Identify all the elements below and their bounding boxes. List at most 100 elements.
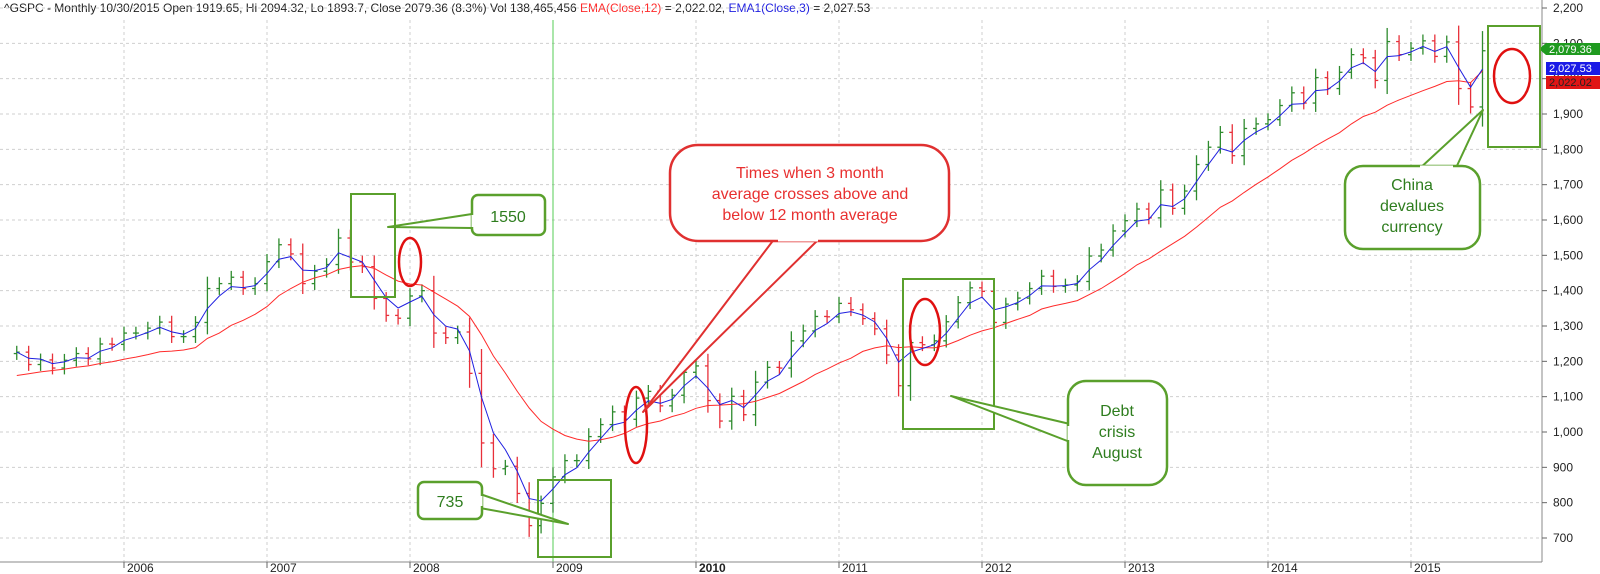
ohlc-bar — [395, 309, 402, 325]
x-tick-label: 2015 — [1414, 561, 1441, 574]
ohlc-bar — [180, 330, 187, 343]
ohlc-bar — [859, 303, 866, 325]
label-735: 735 — [437, 494, 464, 511]
ohlc-bar — [1360, 48, 1367, 65]
china-text-line3: currency — [1381, 219, 1442, 236]
y-tick-label: 1,100 — [1553, 390, 1583, 404]
ohlc-bar — [418, 284, 425, 303]
ohlc-bar — [633, 390, 640, 427]
y-tick-label: 900 — [1553, 460, 1573, 474]
ohlc-bar — [1205, 140, 1212, 171]
ohlc-bar — [824, 310, 831, 324]
ohlc-bar — [1229, 124, 1236, 164]
ohlc-bar — [502, 459, 509, 476]
ohlc-bar — [728, 387, 735, 430]
ohlc-bar — [1265, 113, 1271, 131]
x-tick-label: 2007 — [270, 561, 297, 574]
ohlc-bar — [1086, 247, 1093, 291]
ohlc-bar — [1372, 49, 1379, 89]
ohlc-bar — [1145, 202, 1152, 225]
ohlc-bar — [1026, 282, 1033, 305]
box-2007-peak — [350, 193, 396, 298]
ohlc-bar — [1431, 34, 1438, 63]
ohlc-bar — [1133, 202, 1140, 228]
y-tick-label: 1,900 — [1553, 107, 1583, 121]
ohlc-bar — [967, 281, 974, 310]
y-tick-label: 700 — [1553, 531, 1573, 545]
ohlc-bar — [144, 321, 151, 340]
ohlc-bar — [585, 428, 592, 470]
x-tick-label: 2010 — [699, 561, 726, 574]
y-tick-label: 800 — [1553, 496, 1573, 510]
y-tick-label: 1,500 — [1553, 248, 1583, 262]
crosses-text-line2: average crosses above and — [712, 186, 909, 203]
x-tick-label: 2014 — [1271, 561, 1298, 574]
ohlc-bar — [1288, 86, 1295, 112]
ohlc-bar — [669, 388, 676, 413]
ema3-line — [16, 45, 1483, 502]
ohlc-bar — [561, 454, 568, 484]
ohlc-bar — [776, 360, 783, 375]
ohlc-bar — [1110, 224, 1117, 257]
x-tick-label: 2006 — [127, 561, 154, 574]
y-tick-label: 1,700 — [1553, 178, 1583, 192]
ohlc-bar — [871, 312, 878, 336]
svg-text:2,027.53: 2,027.53 — [1549, 63, 1592, 75]
box-2015-china — [1487, 25, 1541, 148]
ohlc-bar — [1384, 27, 1391, 95]
ohlc-bar — [442, 326, 449, 345]
ohlc-bar — [1324, 71, 1331, 95]
x-tick-label: 2012 — [985, 561, 1012, 574]
china-callout: China devalues currency — [1343, 109, 1484, 251]
x-tick-label: 2011 — [842, 561, 868, 574]
ohlc-bar — [1050, 269, 1057, 293]
ohlc-bar — [1157, 180, 1164, 228]
ohlc-bar — [1455, 25, 1462, 105]
ohlc-bar — [883, 319, 890, 365]
ohlc-bar — [800, 324, 807, 348]
crosses-callout: Times when 3 month average crosses above… — [642, 143, 951, 413]
label-1550-callout: 1550 — [387, 193, 547, 237]
china-text-line1: China — [1391, 177, 1433, 194]
crossover-circle-2015 — [1492, 47, 1532, 105]
china-text-line2: devalues — [1380, 198, 1444, 215]
debt-text-line3: August — [1092, 445, 1142, 462]
close-value-tag: 2,079.36 — [1539, 43, 1600, 56]
ohlc-bar — [335, 228, 342, 274]
x-tick-label: 2008 — [413, 561, 440, 574]
ohlc-bar — [156, 315, 163, 335]
ema3-value-tag: 2,027.53 — [1546, 62, 1600, 75]
ohlc-bar — [1300, 86, 1307, 110]
ohlc-bar — [1443, 35, 1450, 63]
ohlc-bar — [1419, 34, 1426, 55]
ohlc-bar — [204, 276, 211, 335]
ohlc-bar — [943, 315, 950, 348]
ohlc-bar — [192, 316, 199, 343]
y-tick-label: 1,200 — [1553, 354, 1583, 368]
ohlc-bar — [573, 454, 580, 467]
ohlc-bar — [1241, 118, 1248, 166]
crossover-circle-2007 — [397, 236, 423, 288]
ema12-value-tag: 2,022.02 — [1546, 76, 1600, 89]
ohlc-bar — [1276, 99, 1283, 127]
y-tick-label: 1,400 — [1553, 284, 1583, 298]
ohlc-bar — [764, 360, 771, 389]
ema12-line — [16, 70, 1483, 442]
ohlc-bar — [1396, 35, 1403, 61]
ohlc-bar — [240, 270, 247, 295]
label-735-callout: 735 — [416, 480, 569, 525]
ohlc-bar — [490, 433, 497, 478]
ohlc-bar — [955, 296, 962, 329]
ohlc-bar — [109, 337, 116, 351]
ohlc-bar — [61, 353, 68, 375]
debt-text-line2: crisis — [1099, 424, 1135, 441]
ohlc-bar — [216, 277, 223, 295]
ohlc-bar — [1181, 184, 1188, 215]
ohlc-bar — [1014, 291, 1021, 311]
ohlc-bar — [752, 370, 759, 427]
ohlc-bar — [704, 353, 711, 413]
ohlc-bar — [73, 347, 80, 367]
ohlc-bar — [788, 331, 795, 378]
debt-crisis-callout: Debt crisis August — [950, 379, 1169, 487]
ohlc-bar — [132, 326, 139, 340]
